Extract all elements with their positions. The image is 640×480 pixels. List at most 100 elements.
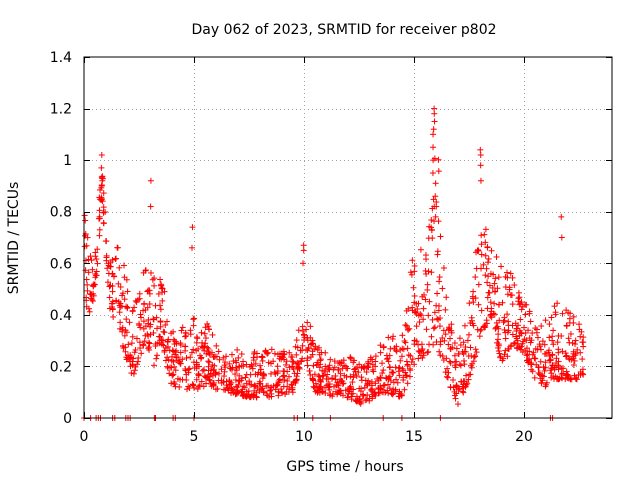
data-point — [391, 345, 398, 352]
data-point — [334, 391, 341, 398]
data-point — [526, 310, 533, 317]
data-point — [87, 291, 94, 298]
data-point — [272, 386, 279, 393]
data-point — [538, 323, 545, 330]
data-point — [282, 391, 289, 398]
data-point — [232, 371, 239, 378]
data-point — [335, 360, 342, 367]
data-point — [90, 281, 97, 288]
data-point — [456, 385, 463, 392]
data-point — [106, 294, 113, 301]
data-point — [128, 370, 135, 377]
x-tick-label: 10 — [295, 429, 313, 445]
data-point — [405, 352, 412, 359]
data-point — [268, 346, 275, 353]
data-point — [372, 380, 379, 387]
data-point — [435, 302, 442, 309]
data-point — [323, 375, 330, 382]
data-point — [100, 190, 107, 197]
data-point — [542, 359, 549, 366]
data-point — [350, 386, 357, 393]
data-point — [415, 312, 422, 319]
data-point — [136, 295, 143, 302]
data-point — [372, 392, 379, 399]
data-point — [202, 324, 209, 331]
data-point — [322, 390, 329, 397]
data-point — [227, 381, 234, 388]
data-point — [230, 358, 237, 365]
data-point — [216, 356, 223, 363]
data-point — [473, 249, 480, 256]
data-point — [225, 384, 232, 391]
data-point — [466, 331, 473, 338]
data-point — [411, 341, 418, 348]
data-point — [542, 317, 549, 324]
data-point — [532, 345, 539, 352]
data-point — [571, 372, 578, 379]
data-point — [140, 318, 147, 325]
data-point — [157, 318, 164, 325]
data-point — [297, 347, 304, 354]
data-point — [119, 328, 126, 335]
data-point — [242, 374, 249, 381]
data-point — [377, 349, 384, 356]
data-point — [266, 387, 273, 394]
data-point — [352, 397, 359, 404]
data-point — [239, 386, 246, 393]
data-point — [566, 375, 573, 382]
data-point — [387, 377, 394, 384]
data-point — [199, 367, 206, 374]
data-point — [351, 357, 358, 364]
data-point — [457, 342, 464, 349]
data-point — [198, 378, 205, 385]
data-point — [126, 319, 133, 326]
data-point — [155, 290, 162, 297]
data-point — [372, 389, 379, 396]
data-point — [131, 304, 138, 311]
data-point — [264, 382, 271, 389]
data-point — [183, 386, 190, 393]
data-point — [335, 382, 342, 389]
y-tick-label: 0.4 — [50, 308, 72, 324]
data-point — [567, 310, 574, 317]
data-point — [440, 265, 447, 272]
data-point — [447, 384, 454, 391]
data-point — [170, 371, 177, 378]
data-point — [136, 339, 143, 346]
data-point — [162, 322, 169, 329]
data-point — [223, 353, 230, 360]
data-point — [480, 261, 487, 268]
data-point — [534, 334, 541, 341]
data-point — [507, 270, 514, 277]
data-point — [418, 347, 425, 354]
data-point — [572, 350, 579, 357]
data-point — [372, 353, 379, 360]
data-point — [517, 316, 524, 323]
data-point — [495, 341, 502, 348]
data-point — [551, 303, 558, 310]
data-point — [539, 377, 546, 384]
data-point — [580, 371, 587, 378]
data-point — [364, 381, 371, 388]
data-point — [531, 355, 538, 362]
data-point — [484, 279, 491, 286]
data-point — [92, 249, 99, 256]
data-point — [133, 335, 140, 342]
data-point — [482, 324, 489, 331]
data-point — [360, 392, 367, 399]
data-point — [104, 265, 111, 272]
data-point — [350, 374, 357, 381]
data-point — [202, 335, 209, 342]
data-point — [265, 349, 272, 356]
data-point — [543, 379, 550, 386]
data-point — [248, 361, 255, 368]
data-point — [117, 283, 124, 290]
data-point — [85, 256, 92, 263]
data-point — [238, 375, 245, 382]
data-point — [546, 321, 553, 328]
data-point — [327, 391, 334, 398]
data-point — [485, 273, 492, 280]
data-point — [432, 193, 439, 200]
data-point — [525, 358, 532, 365]
data-point — [453, 390, 460, 397]
